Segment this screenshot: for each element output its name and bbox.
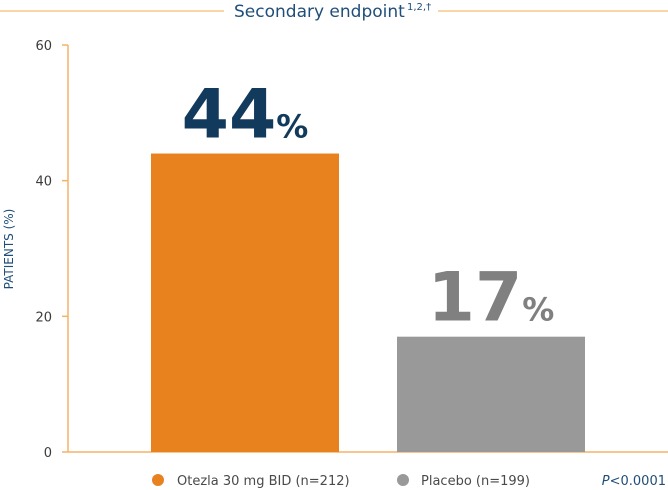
- chart-title-superscript: 1,2,†: [407, 2, 431, 13]
- chart-title: Secondary endpoint: [234, 2, 405, 22]
- y-tick-label: 0: [44, 446, 52, 461]
- value-labels: 44%17%: [182, 76, 555, 338]
- bar-value-label: 44%: [182, 76, 309, 155]
- bar-value-percent: %: [522, 291, 554, 329]
- bar: [397, 336, 585, 452]
- bar-value-label: 17%: [428, 259, 555, 338]
- bars: [151, 153, 585, 453]
- legend-marker-placebo: [397, 474, 409, 486]
- legend: Otezla 30 mg BID (n=212) Placebo (n=199): [152, 474, 530, 489]
- bar-value-percent: %: [276, 108, 308, 146]
- y-axis-label: PATIENTS (%): [2, 209, 16, 290]
- y-tick-label: 20: [35, 310, 52, 325]
- p-value: P<0.0001: [602, 474, 666, 489]
- p-value-prefix: P: [602, 474, 610, 489]
- bar-value-number: 44: [182, 76, 277, 155]
- y-tick-label: 60: [35, 39, 52, 54]
- bar-value-number: 17: [428, 259, 523, 338]
- bar: [151, 153, 339, 453]
- legend-marker-otezla: [152, 474, 164, 486]
- legend-label-otezla: Otezla 30 mg BID (n=212): [177, 474, 350, 489]
- legend-label-placebo: Placebo (n=199): [421, 474, 530, 489]
- p-value-text: <0.0001: [610, 474, 666, 489]
- y-tick-label: 40: [35, 175, 52, 190]
